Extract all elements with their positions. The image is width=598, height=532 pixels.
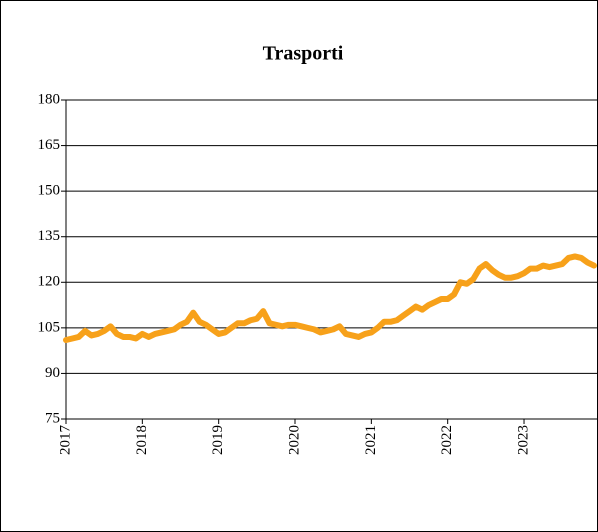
y-tick-label: 135 [38,228,61,244]
y-tick-label: 90 [45,365,60,381]
x-tick-label: 2019 [210,425,226,455]
x-tick-label: 2021 [363,425,379,455]
y-tick-label: 150 [38,183,61,199]
x-tick-label: 2022 [439,425,455,455]
line-series [63,253,597,344]
y-tick-label: 105 [38,319,61,335]
y-tick-label: 165 [38,137,61,153]
x-tick-label: 2018 [134,425,150,455]
y-tick-label: 180 [38,91,61,107]
x-tick-label: 2023 [515,425,531,455]
y-tick-label: 75 [45,410,60,426]
y-tick-label: 120 [38,274,61,290]
chart-title: Trasporti [263,43,344,65]
x-tick-label: 2020 [286,425,302,455]
x-tick-label: 2017 [57,425,73,456]
